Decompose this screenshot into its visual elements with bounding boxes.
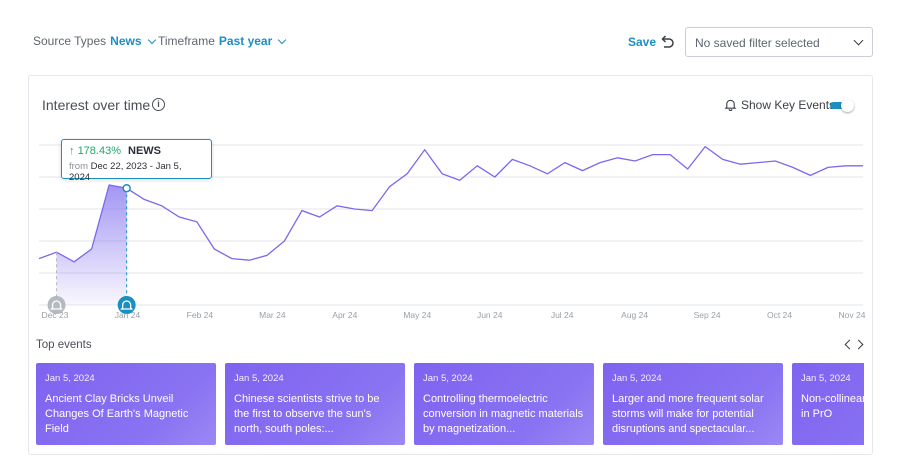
undo-icon[interactable]: [659, 33, 675, 49]
x-tick-label: Oct 24: [767, 310, 792, 320]
x-tick-label: Nov 24: [839, 310, 866, 320]
event-headline: Controlling thermoelectric conversion in…: [423, 393, 584, 435]
x-tick-label: Jun 24: [477, 310, 503, 320]
event-headline: Ancient Clay Bricks Unveil Changes Of Ea…: [45, 393, 189, 435]
event-point: [122, 183, 131, 193]
timeframe-label: Timeframe: [158, 34, 215, 48]
save-button[interactable]: Save: [628, 35, 657, 49]
bell-icon: [120, 300, 134, 310]
source-types-label: Source Types: [33, 34, 107, 48]
event-headline: Non-collinear driven by a h order in PrO: [801, 393, 864, 420]
event-card[interactable]: Jan 5, 2024 Chinese scientists strive to…: [225, 363, 405, 445]
event-date: Jan 5, 2024: [45, 373, 95, 384]
source-label: NEWS: [128, 145, 161, 157]
event-card[interactable]: Jan 5, 2024 Non-collinear driven by a h …: [792, 363, 864, 445]
chart-tooltip: ↑ 178.43% NEWS from Dec 22, 2023 - Jan 5…: [61, 139, 212, 183]
x-tick-label: May 24: [403, 310, 431, 320]
x-tick-label: Mar 24: [259, 310, 286, 320]
date-range: Dec 22, 2023 - Jan 5, 2024: [69, 161, 182, 183]
from-label: from: [69, 161, 88, 172]
top-events-carousel: Jan 5, 2024 Ancient Clay Bricks Unveil C…: [36, 363, 864, 445]
saved-filter-select[interactable]: No saved filter selected: [685, 27, 873, 57]
series-line: [38, 145, 863, 263]
x-tick-label: Dec 23: [42, 310, 69, 320]
x-tick-label: Sep 24: [694, 310, 721, 320]
x-tick-label: Aug 24: [621, 310, 648, 320]
panel-title: Interest over time: [42, 97, 151, 113]
event-date: Jan 5, 2024: [612, 373, 662, 384]
show-key-events-label: Show Key Events: [741, 98, 836, 112]
bell-icon: [724, 99, 737, 111]
event-card[interactable]: Jan 5, 2024 Larger and more frequent sol…: [603, 363, 783, 445]
change-value: ↑ 178.43%: [69, 145, 121, 157]
top-events-title: Top events: [36, 339, 92, 351]
toggle-knob: [841, 99, 854, 112]
saved-filter-value: No saved filter selected: [695, 36, 820, 50]
interest-chart: Dec 23 Jan 24 Feb 24 Mar 24 Apr 24 May 24 Jun …: [38, 144, 866, 320]
x-tick-label: Jul 24: [551, 310, 574, 320]
event-card[interactable]: Jan 5, 2024 Controlling thermoelectric c…: [414, 363, 594, 445]
x-tick-label: Apr 24: [332, 310, 357, 320]
x-tick-label: Feb 24: [187, 310, 214, 320]
source-types-value: News: [110, 34, 142, 48]
highlight-area: [56, 185, 127, 305]
event-date: Jan 5, 2024: [423, 373, 473, 384]
event-date: Jan 5, 2024: [234, 373, 284, 384]
event-card[interactable]: Jan 5, 2024 Ancient Clay Bricks Unveil C…: [36, 363, 216, 445]
event-headline: Larger and more frequent solar storms wi…: [612, 393, 764, 435]
event-date: Jan 5, 2024: [801, 373, 851, 384]
timeframe-filter[interactable]: Timeframe Past year: [158, 34, 287, 48]
info-icon[interactable]: i: [152, 98, 165, 111]
x-tick-label: Jan 24: [115, 310, 141, 320]
source-types-filter[interactable]: Source Types News: [33, 34, 156, 48]
event-headline: Chinese scientists strive to be the firs…: [234, 393, 380, 435]
timeframe-value: Past year: [218, 34, 273, 48]
bell-icon: [49, 300, 64, 310]
show-key-events-toggle[interactable]: [830, 99, 854, 112]
